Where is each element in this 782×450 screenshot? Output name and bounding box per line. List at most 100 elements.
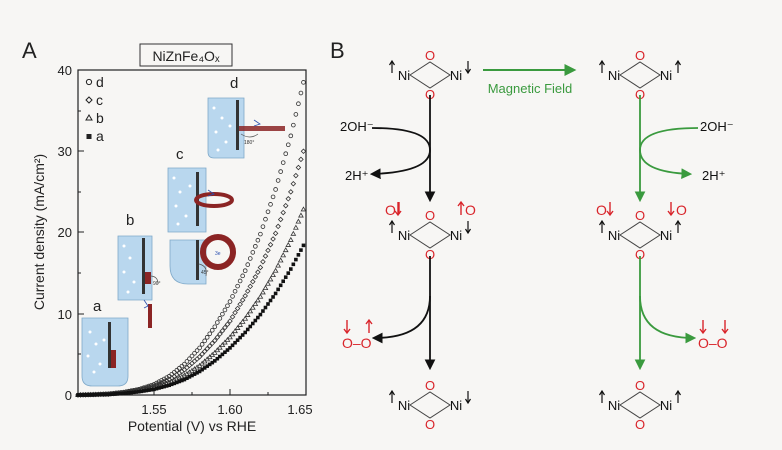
legend-marker-c (85, 96, 93, 104)
point-c (244, 288, 251, 294)
ni-atom: Ni (450, 398, 462, 413)
ni-atom: Ni (398, 68, 410, 83)
x-tick-1-60: 1.60 (217, 402, 242, 417)
point-a (152, 387, 156, 392)
point-d (235, 283, 240, 289)
panel-a-letter: A (22, 38, 37, 63)
point-b (287, 236, 294, 242)
point-c (242, 293, 248, 299)
point-c (290, 180, 297, 187)
point-b (295, 218, 302, 224)
point-a (266, 302, 270, 306)
ni-atom: Ni (450, 68, 462, 83)
point-a (159, 385, 164, 390)
point-c (234, 305, 241, 312)
ni-atom: Ni (450, 228, 462, 243)
x-tick-1-55: 1.55 (141, 402, 166, 417)
cell-illustration-b: 90° (117, 235, 161, 328)
point-a (124, 391, 128, 395)
point-d (182, 361, 187, 367)
point-a (154, 386, 159, 391)
right-o-adsorbed-1: O (596, 202, 607, 218)
point-d (291, 122, 296, 128)
point-b (300, 206, 307, 212)
ni-atom: Ni (398, 398, 410, 413)
point-c (206, 343, 213, 349)
point-a (243, 330, 247, 335)
point-b (227, 334, 233, 340)
point-d (202, 338, 207, 344)
point-c (295, 164, 302, 171)
point-b (298, 212, 304, 218)
annotation-d: d (230, 75, 238, 92)
point-a (126, 391, 131, 395)
point-b (216, 344, 223, 350)
point-d (273, 187, 278, 192)
annotation-c: c (176, 146, 184, 163)
chart-title-box (139, 43, 233, 67)
point-d (253, 244, 258, 249)
cell-illustration-c: 3e 45° (167, 167, 236, 285)
point-b (254, 297, 261, 303)
point-d (270, 194, 276, 200)
ni-atom: Ni (660, 398, 672, 413)
o-atom: O (635, 417, 645, 432)
ni-atom: Ni (660, 68, 672, 83)
point-a (131, 390, 136, 395)
right-o-adsorbed-2: O (676, 202, 687, 218)
point-a (162, 384, 166, 389)
left-oo-intermediate: O O (385, 200, 476, 218)
point-d (268, 202, 273, 207)
o-atom: O (425, 87, 435, 102)
point-d (194, 348, 200, 353)
point-a (213, 359, 217, 363)
point-c (186, 362, 193, 369)
point-b (232, 328, 238, 334)
y-tick-10: 10 (58, 307, 72, 322)
point-a (81, 393, 85, 397)
point-b (244, 311, 251, 317)
annotation-b: b (126, 212, 134, 229)
o-atom: O (635, 87, 645, 102)
point-c (219, 328, 226, 334)
angle-label-c: 45° (201, 270, 209, 276)
point-d (225, 303, 230, 309)
point-c (280, 209, 286, 216)
point-c (201, 348, 208, 355)
point-d (245, 262, 251, 267)
x-tick-1-65: 1.65 (287, 402, 312, 417)
point-a (291, 262, 296, 267)
point-a (139, 389, 144, 394)
point-a (114, 392, 118, 396)
point-c (257, 264, 264, 271)
point-d (296, 101, 301, 107)
point-a (104, 392, 108, 397)
svg-text:3e: 3e (215, 251, 221, 257)
point-b (242, 315, 249, 321)
point-c (237, 301, 243, 308)
point-c (252, 274, 259, 280)
point-d (283, 151, 289, 156)
point-a (258, 312, 263, 317)
point-a (180, 378, 184, 383)
point-c (288, 189, 294, 195)
point-a (207, 362, 212, 367)
point-a (111, 392, 116, 396)
point-b (272, 267, 279, 273)
point-a (119, 391, 123, 396)
o-atom: O (635, 378, 645, 393)
point-a (175, 380, 179, 385)
point-a (185, 376, 189, 381)
point-a (220, 352, 225, 357)
right-dimer-3: Ni Ni O O (598, 378, 682, 432)
point-d (204, 335, 210, 340)
left-oo-release-curve (371, 295, 431, 344)
point-a (197, 369, 202, 374)
point-c (209, 340, 216, 347)
legend-label-a: a (96, 128, 104, 144)
point-d (192, 350, 197, 356)
point-c (282, 202, 289, 209)
point-a (93, 392, 98, 397)
